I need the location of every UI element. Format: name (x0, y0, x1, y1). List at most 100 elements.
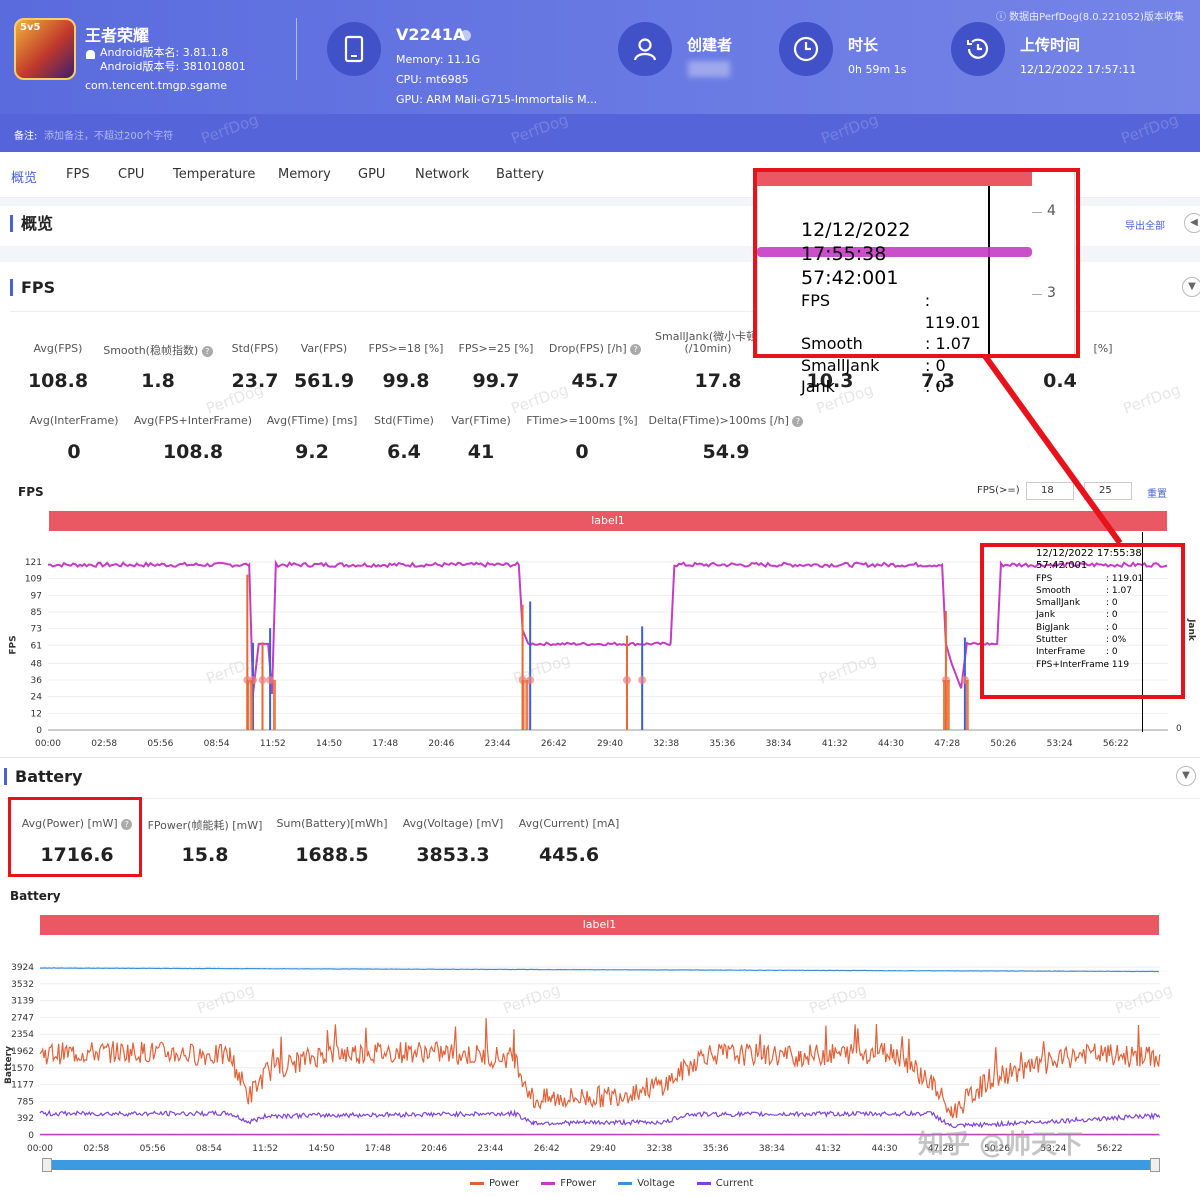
tooltip-row: SmallJank: 0 (801, 355, 991, 377)
series-line-power (39, 1018, 1161, 1119)
metric-label: Avg(Power) [mW] (21, 817, 118, 830)
y-tick-label: 2354 (11, 1030, 34, 1040)
tab-battery[interactable]: Battery (496, 167, 545, 182)
divider (4, 798, 1200, 799)
y-tick-label: 3139 (11, 997, 34, 1007)
collapse-down-icon[interactable]: ▼ (1182, 277, 1200, 297)
metric-value: 561.9 (293, 370, 355, 392)
tab-cpu[interactable]: CPU (118, 167, 145, 182)
metric-value: 41 (467, 441, 495, 463)
metric-value: 54.9 (702, 441, 750, 463)
metric-value: 1.8 (141, 370, 175, 392)
legend-current[interactable]: Current (696, 1178, 753, 1189)
x-tick-label: 02:58 (83, 1144, 109, 1154)
battery-chart-title: Battery (10, 889, 61, 903)
metric-label: Var(FTime) (451, 414, 511, 427)
export-all-link[interactable]: 导出全部 (1125, 221, 1165, 232)
help-icon[interactable]: ? (630, 343, 642, 355)
x-tick-label: 00:00 (35, 739, 61, 749)
remark-input[interactable]: 添加备注，不超过200个字符 (44, 131, 174, 142)
metric-label: Drop(FPS) [/h] (548, 342, 627, 355)
upload-value: 12/12/2022 17:57:11 (1020, 63, 1137, 76)
legend-power[interactable]: Power (470, 1178, 519, 1189)
tab-network[interactable]: Network (415, 167, 470, 182)
duration-label: 时长 (848, 36, 879, 54)
duration-value: 0h 59m 1s (848, 63, 907, 76)
x-tick-label: 14:50 (316, 739, 342, 749)
legend-voltage[interactable]: Voltage (618, 1178, 675, 1189)
slider-right-handle[interactable] (1150, 1158, 1160, 1172)
history-icon (951, 22, 1005, 76)
x-tick-label: 29:40 (590, 1144, 616, 1154)
tab-memory[interactable]: Memory (278, 167, 331, 182)
metric-label: FTime>=100ms [%] (526, 414, 638, 427)
slider-left-handle[interactable] (42, 1158, 52, 1172)
android-icon (86, 50, 95, 59)
game-icon: 5v5 (14, 18, 76, 80)
upload-label: 上传时间 (1020, 36, 1081, 54)
y-tick-label: 392 (17, 1114, 34, 1124)
metric-label: Avg(FTime) [ms] (266, 414, 358, 427)
tooltip-row: InterFrame: 0 (1036, 646, 1146, 658)
tooltip-sub: 57:42:001 (1036, 560, 1088, 572)
y-tick-label: 785 (17, 1097, 34, 1107)
zoom-label-bar (757, 171, 1032, 186)
help-icon[interactable]: ? (792, 415, 804, 427)
metric-label: FPower(帧能耗) [mW] (147, 819, 263, 832)
y-tick-label: 2747 (11, 1013, 34, 1023)
tooltip-row: Stutter: 0% (1036, 634, 1146, 646)
tab-gpu[interactable]: GPU (358, 167, 386, 182)
y-tick-label: 61 (31, 641, 42, 651)
y-tick-label: 24 (31, 693, 43, 703)
metric-value: 0 (575, 441, 589, 463)
overview-title: 概览 (10, 215, 53, 232)
zoom-tick-mark (1032, 212, 1042, 213)
tooltip-value: : 0 (1106, 622, 1118, 633)
tab-fps[interactable]: FPS (66, 167, 90, 182)
x-tick-label: 14:50 (309, 1144, 335, 1154)
fps-tooltip: 12/12/2022 17:55:38 57:42:001 FPS: 119.0… (1036, 548, 1146, 671)
jank-bar (525, 680, 529, 730)
legend-fpower[interactable]: FPower (541, 1178, 596, 1189)
metric-label: Avg(FPS+InterFrame) (133, 414, 253, 427)
info-icon[interactable] (460, 30, 471, 41)
battery-legend: Power FPower Voltage Current (470, 1178, 753, 1189)
x-tick-label: 50:26 (984, 1144, 1010, 1154)
tooltip-key: Stutter (1036, 635, 1068, 646)
y-tick-label: 109 (25, 575, 42, 585)
collapse-left-icon[interactable]: ◀ (1184, 213, 1200, 233)
tab-overview[interactable]: 概览 (11, 171, 38, 186)
x-tick-label: 32:38 (653, 739, 679, 749)
jank-bar (246, 680, 250, 730)
metric-value: 7.3 (921, 370, 955, 392)
reset-link[interactable]: 重置 (1147, 489, 1167, 500)
battery-label-bar[interactable]: label1 (40, 915, 1159, 935)
metric-label: FPS>=18 [%] (368, 342, 444, 355)
tooltip-time: 12/12/2022 17:55:38 (1036, 548, 1142, 559)
tab-temperature[interactable]: Temperature (173, 167, 256, 182)
y-tick-label: 1177 (11, 1081, 34, 1091)
time-range-slider[interactable] (44, 1160, 1158, 1170)
y-tick-label: 3532 (11, 980, 34, 990)
metric-label: Delta(FTime)>100ms [/h] (648, 414, 789, 427)
metric-label: SmallJank(微小卡顿) (655, 330, 755, 343)
tooltip-value: : 119 (1106, 659, 1130, 670)
fps-threshold-1-input[interactable]: 18 (1026, 482, 1074, 500)
tooltip-key: InterFrame (1036, 647, 1086, 658)
battery-chart[interactable]: 0 392 785 1177 1570 1962 2354 2747 3139 3532 3924 0… (0, 955, 1200, 1160)
metric-value: 445.6 (538, 844, 600, 866)
x-tick-label: 38:34 (766, 739, 792, 749)
help-icon[interactable]: ? (201, 345, 213, 357)
y-tick-label: 85 (31, 608, 42, 618)
jank-bar (943, 680, 946, 730)
help-icon[interactable]: ? (121, 818, 133, 830)
collapse-down-icon[interactable]: ▼ (1176, 766, 1196, 786)
tooltip-key: Jank (1036, 610, 1056, 621)
zoom-tooltip-sub: 57:42:001 (801, 267, 899, 289)
creator-label: 创建者 (687, 36, 733, 54)
battery-section-title: Battery (4, 768, 82, 785)
legend-label: Voltage (637, 1178, 675, 1189)
y-tick-label: 73 (31, 625, 42, 635)
device-gpu: GPU: ARM Mali-G715-Immortalis M... (396, 93, 598, 106)
fps-label-bar[interactable]: label1 (49, 511, 1167, 531)
